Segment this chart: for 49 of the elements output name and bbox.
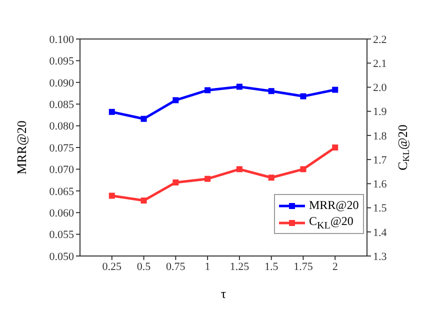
- x-tick-label: 1: [204, 260, 210, 273]
- y-tick-label: 0.090: [49, 77, 74, 90]
- y-tick-label: 0.095: [49, 56, 74, 68]
- x-tick-label: 2: [332, 260, 338, 273]
- y-tick-label: 0.070: [49, 164, 74, 176]
- point: [332, 86, 338, 93]
- x-axis-title: τ: [220, 286, 226, 301]
- y-tick-label: 0.050: [49, 250, 74, 263]
- point: [268, 174, 274, 181]
- legend-label: MRR@20: [309, 198, 359, 212]
- x-tick-label: 0.25: [102, 260, 122, 273]
- x-tick-label: 1.75: [294, 260, 314, 273]
- x-tick-label: 1.5: [264, 260, 279, 273]
- point: [300, 93, 306, 100]
- y2-tick-label: 1.5: [373, 202, 388, 215]
- point: [332, 144, 338, 150]
- point: [108, 192, 115, 199]
- point: [300, 166, 306, 172]
- x-tick-label: 0.75: [166, 260, 186, 273]
- y-tick-label: 0.060: [49, 208, 74, 220]
- y-tick-label: 0.085: [49, 99, 74, 112]
- point: [236, 166, 242, 172]
- x-tick-label: 0.5: [136, 260, 152, 273]
- point: [268, 88, 274, 94]
- legend-label: C$_{KL}$@20: [309, 214, 354, 232]
- point: [172, 179, 179, 186]
- x-tick-label: 1.25: [230, 260, 250, 273]
- y-axis-title: MRR@20: [14, 120, 29, 174]
- y2-tick-label: 2.1: [373, 58, 387, 70]
- y-tick-label: 0.065: [49, 186, 74, 198]
- y-tick-label: 0.075: [49, 142, 74, 154]
- point: [140, 198, 147, 204]
- y-tick-label: 0.055: [49, 229, 74, 242]
- y2-tick-label: 1.6: [373, 178, 388, 191]
- y2-tick-label: 2.0: [373, 82, 388, 94]
- y2-tick-label: 1.4: [373, 226, 388, 239]
- y2-tick-label: 1.8: [373, 130, 388, 142]
- point: [204, 176, 211, 182]
- y-tick-label: 0.080: [49, 120, 74, 133]
- point: [140, 116, 147, 122]
- y-tick-label: 0.100: [49, 34, 74, 46]
- point: [172, 97, 179, 104]
- y2-tick-label: 1.7: [373, 154, 388, 166]
- point: [204, 87, 211, 94]
- y2-tick-label: 1.3: [373, 250, 388, 263]
- point: [236, 84, 242, 90]
- y2-tick-label: 1.9: [373, 106, 388, 118]
- y2-tick-label: 2.2: [373, 34, 387, 46]
- point: [108, 108, 115, 115]
